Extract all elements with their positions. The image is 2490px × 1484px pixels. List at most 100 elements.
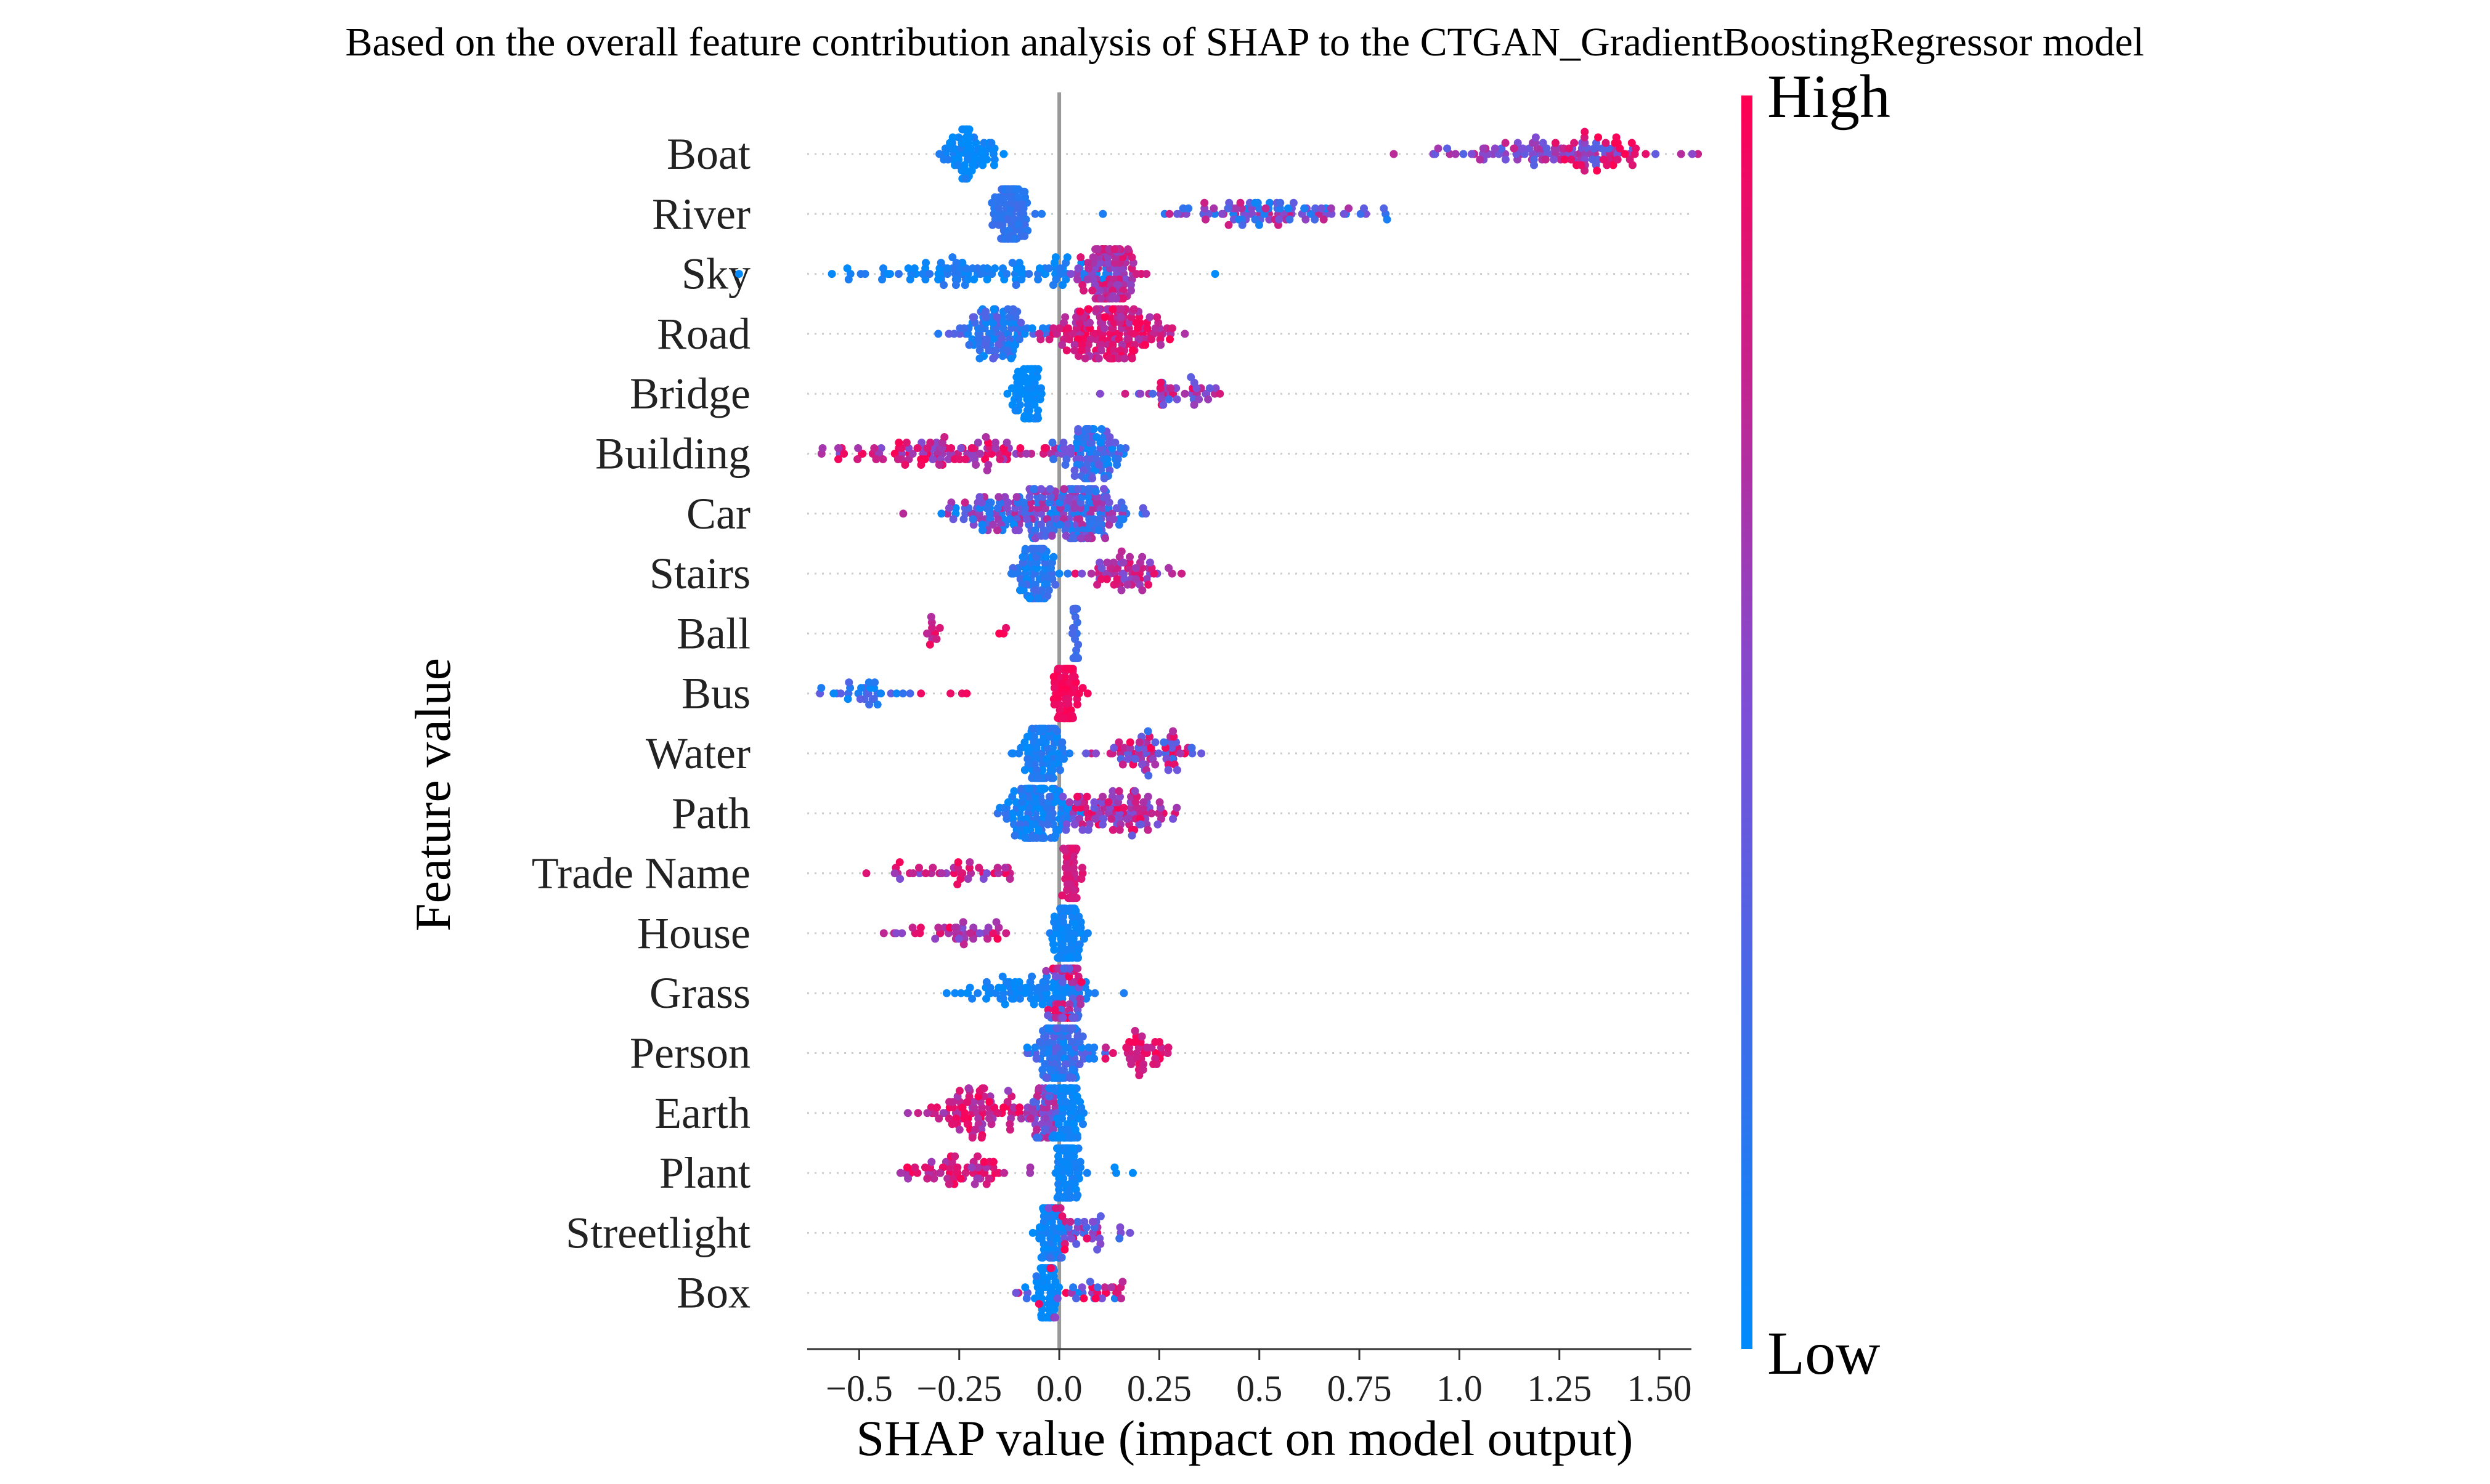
shap-point <box>910 264 919 273</box>
feature-label: Box <box>677 1268 751 1318</box>
shap-point <box>1074 264 1083 273</box>
shap-point <box>926 270 934 278</box>
shap-point <box>1057 1253 1065 1262</box>
shap-point <box>1097 575 1105 583</box>
shap-point <box>1071 569 1080 578</box>
shap-point <box>906 275 914 284</box>
shap-point <box>968 1133 977 1142</box>
shap-point <box>1062 1084 1070 1093</box>
shap-point <box>987 498 995 507</box>
shap-point <box>1165 209 1174 218</box>
shap-point <box>1080 1294 1088 1303</box>
shap-point <box>1067 1133 1076 1142</box>
shap-point <box>1051 253 1060 262</box>
shap-point <box>1204 395 1213 403</box>
shap-point <box>995 493 1003 501</box>
shap-point <box>932 439 941 447</box>
shap-point <box>1083 792 1091 801</box>
shap-point <box>1108 294 1117 303</box>
x-tick-label: 1.25 <box>1527 1368 1592 1409</box>
shap-point <box>1001 1000 1009 1008</box>
shap-point <box>1092 433 1101 441</box>
shap-point <box>956 324 964 333</box>
shap-point <box>1066 1217 1075 1226</box>
shap-point <box>1084 425 1092 433</box>
shap-point <box>974 1152 982 1161</box>
shap-point <box>1560 155 1569 164</box>
shap-point <box>1083 534 1092 543</box>
feature-label: Car <box>686 489 751 538</box>
shap-point <box>935 150 944 158</box>
shap-point <box>982 994 991 1003</box>
colorbar <box>1741 95 1752 1349</box>
shap-point <box>1134 335 1143 344</box>
shap-point <box>918 270 927 278</box>
shap-point <box>1072 954 1081 962</box>
shap-point <box>1677 150 1685 158</box>
shap-point <box>1076 1163 1084 1172</box>
shap-point <box>865 700 874 709</box>
shap-point <box>908 923 917 932</box>
shap-point <box>1102 493 1111 501</box>
shap-point <box>940 281 948 290</box>
shap-point <box>951 989 959 997</box>
shap-point <box>834 444 842 452</box>
shap-point <box>1052 732 1061 741</box>
shap-point <box>1065 798 1073 806</box>
x-tick-label: 0.75 <box>1327 1368 1392 1409</box>
shap-point <box>1149 1060 1158 1068</box>
shap-point <box>985 1114 993 1123</box>
shap-point <box>1031 994 1040 1003</box>
shap-point <box>1075 1174 1083 1183</box>
shap-point <box>1037 384 1045 392</box>
shap-point <box>1238 221 1247 229</box>
shap-point <box>879 264 887 273</box>
shap-point <box>1070 472 1079 480</box>
shap-point <box>1200 204 1209 213</box>
shap-point <box>1190 400 1198 409</box>
shap-point <box>1289 198 1298 207</box>
shap-points <box>734 125 1703 1322</box>
shap-point <box>1642 150 1650 158</box>
shap-point <box>1050 684 1059 692</box>
shap-point <box>1080 286 1088 295</box>
shap-point <box>1064 569 1072 578</box>
shap-point <box>1055 825 1064 834</box>
shap-point <box>1047 1283 1056 1292</box>
shap-point <box>1136 389 1145 398</box>
shap-point <box>854 444 863 452</box>
shap-point <box>1047 774 1056 782</box>
shap-point <box>1000 1169 1009 1177</box>
shap-point <box>969 515 977 524</box>
shap-point <box>1021 833 1030 842</box>
shap-point <box>895 439 903 447</box>
shap-point <box>1055 1185 1064 1194</box>
shap-point <box>975 929 984 938</box>
shap-point <box>829 689 838 698</box>
shap-point <box>1015 994 1024 1003</box>
shap-point <box>1300 204 1309 213</box>
shap-point <box>1147 744 1155 752</box>
shap-point <box>898 929 906 938</box>
shap-point <box>945 455 953 463</box>
shap-point <box>951 275 960 284</box>
shap-point <box>1035 1084 1043 1093</box>
shap-point <box>1121 389 1129 398</box>
shap-point <box>982 433 990 441</box>
shap-point <box>1275 215 1284 224</box>
shap-point <box>935 461 943 469</box>
shap-point <box>988 221 997 229</box>
shap-point <box>964 1084 973 1093</box>
shap-point <box>1025 270 1033 278</box>
shap-point <box>966 858 974 867</box>
shap-point <box>1091 487 1100 496</box>
shap-point <box>1539 139 1547 147</box>
shap-point <box>1076 923 1085 932</box>
shap-point <box>1173 766 1181 774</box>
shap-point <box>955 1125 964 1134</box>
shap-point <box>1172 384 1181 392</box>
shap-point <box>1070 820 1079 829</box>
shap-point <box>1205 384 1214 392</box>
shap-point <box>943 270 952 278</box>
shap-point <box>903 1109 912 1117</box>
